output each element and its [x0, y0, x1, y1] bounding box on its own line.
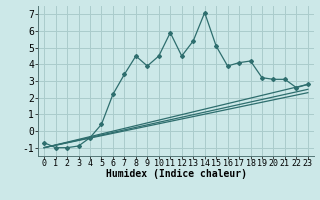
X-axis label: Humidex (Indice chaleur): Humidex (Indice chaleur) [106, 169, 246, 179]
